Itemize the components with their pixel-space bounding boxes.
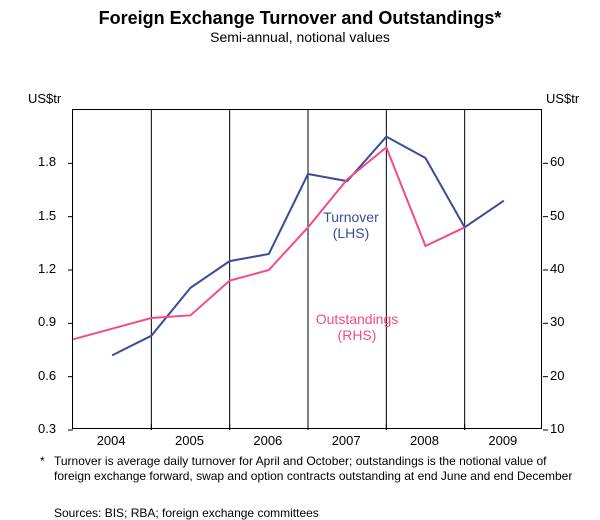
y-right-tick: 20 <box>550 368 564 383</box>
plot-region <box>72 109 542 429</box>
footnote: *Turnover is average daily turnover for … <box>40 454 580 484</box>
y-right-tick: 30 <box>550 314 564 329</box>
y-left-tick: 1.8 <box>38 154 66 169</box>
x-tick: 2006 <box>253 433 282 448</box>
chart-area: US$tr 0.3 0.6 0.9 1.2 1.5 1.8 US$tr 10 20 30 40 50 60… <box>12 49 600 459</box>
footnote-marker: * <box>40 454 54 469</box>
y-right-tick: 60 <box>550 154 564 169</box>
x-tick: 2009 <box>488 433 517 448</box>
x-tick: 2005 <box>175 433 204 448</box>
x-tick: 2004 <box>97 433 126 448</box>
y-right-tick: 40 <box>550 261 564 276</box>
chart-container: Foreign Exchange Turnover and Outstandin… <box>0 0 600 517</box>
y-right-unit: US$tr <box>546 91 579 106</box>
chart-subtitle: Semi-annual, notional values <box>12 29 588 45</box>
sources-text: Sources: BIS; RBA; foreign exchange comm… <box>54 506 319 520</box>
series-label-turnover: Turnover(LHS) <box>296 209 406 241</box>
plot-svg <box>73 110 543 430</box>
y-left-tick: 0.6 <box>38 368 66 383</box>
chart-title: Foreign Exchange Turnover and Outstandin… <box>12 8 588 29</box>
y-right-tick: 50 <box>550 208 564 223</box>
y-left-tick: 0.3 <box>38 421 66 436</box>
series-label-outstandings: Outstandings(RHS) <box>302 311 412 343</box>
footnote-text: Turnover is average daily turnover for A… <box>54 454 574 484</box>
y-left-tick: 0.9 <box>38 314 66 329</box>
y-left-unit: US$tr <box>28 91 61 106</box>
y-left-tick: 1.2 <box>38 261 66 276</box>
x-tick: 2008 <box>410 433 439 448</box>
y-right-tick: 10 <box>550 421 564 436</box>
y-left-tick: 1.5 <box>38 208 66 223</box>
x-tick: 2007 <box>332 433 361 448</box>
